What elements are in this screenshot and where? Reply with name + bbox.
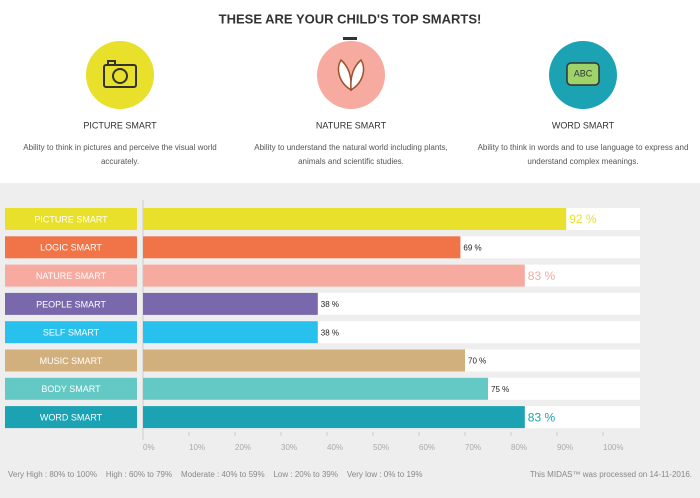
- label-box: [5, 321, 137, 344]
- value-label: 38 %: [321, 300, 339, 309]
- card-name: PICTURE SMART: [83, 120, 157, 130]
- card-name: WORD SMART: [552, 120, 615, 130]
- category-label: NATURE SMART: [36, 271, 107, 281]
- processed-note: This MIDAS™ was processed on 14-11-2016.: [530, 470, 692, 479]
- x-tick-label: 80%: [511, 443, 527, 452]
- x-tick-label: 30%: [281, 443, 297, 452]
- bar: [143, 292, 318, 315]
- bar: [143, 349, 465, 372]
- value-label: 69 %: [463, 243, 481, 252]
- card-icon-circle: [86, 41, 154, 109]
- svg-text:ABC: ABC: [574, 68, 593, 78]
- bar: [143, 264, 525, 287]
- category-label: MUSIC SMART: [40, 356, 103, 366]
- value-label: 83 %: [528, 410, 556, 424]
- footer: Very High : 80% to 100% High : 60% to 79…: [8, 470, 692, 479]
- category-label: SELF SMART: [43, 328, 100, 338]
- category-label: PICTURE SMART: [34, 214, 108, 224]
- bar: [143, 208, 567, 230]
- scale-legend: Very High : 80% to 100% High : 60% to 79…: [8, 470, 422, 479]
- label-box: [5, 377, 137, 400]
- title: THESE ARE YOUR CHILD'S TOP SMARTS!: [219, 11, 482, 26]
- x-tick-label: 70%: [465, 443, 481, 452]
- bar: [143, 377, 488, 400]
- category-label: PEOPLE SMART: [36, 299, 106, 309]
- card-description: Ability to think in words and to use lan…: [478, 143, 689, 152]
- card-description: Ability to think in pictures and perceiv…: [23, 143, 216, 152]
- title-dash: [343, 37, 357, 40]
- x-tick-label: 90%: [557, 443, 573, 452]
- bar: [143, 236, 461, 259]
- x-tick-label: 0%: [143, 443, 155, 452]
- category-label: BODY SMART: [41, 384, 101, 394]
- x-tick-label: 50%: [373, 443, 389, 452]
- label-box: [5, 292, 137, 315]
- card-description: Ability to understand the natural world …: [254, 143, 447, 152]
- card-description: animals and scientific studies.: [298, 157, 404, 166]
- card-name: NATURE SMART: [316, 120, 387, 130]
- label-box: [5, 406, 137, 429]
- x-tick-label: 10%: [189, 443, 205, 452]
- icon-leaf: [337, 58, 365, 92]
- bar: [143, 321, 318, 344]
- label-box: [5, 208, 137, 230]
- value-label: 38 %: [321, 328, 339, 337]
- card-description: understand complex meanings.: [527, 157, 638, 166]
- label-box: [5, 264, 137, 287]
- x-tick-label: 40%: [327, 443, 343, 452]
- label-box: [5, 236, 137, 259]
- value-label: 70 %: [468, 357, 486, 366]
- icon-camera: [103, 60, 137, 88]
- value-label: 83 %: [528, 269, 556, 283]
- category-label: WORD SMART: [40, 412, 103, 422]
- category-label: LOGIC SMART: [40, 243, 102, 253]
- x-tick-label: 60%: [419, 443, 435, 452]
- label-box: [5, 349, 137, 372]
- card-description: accurately.: [101, 157, 139, 166]
- x-tick-label: 20%: [235, 443, 251, 452]
- card-icon-circle: [317, 41, 385, 109]
- x-tick-label: 100%: [603, 443, 623, 452]
- bar: [143, 406, 525, 429]
- icon-abc: ABC: [566, 62, 600, 86]
- value-label: 92 %: [569, 212, 597, 226]
- value-label: 75 %: [491, 385, 509, 394]
